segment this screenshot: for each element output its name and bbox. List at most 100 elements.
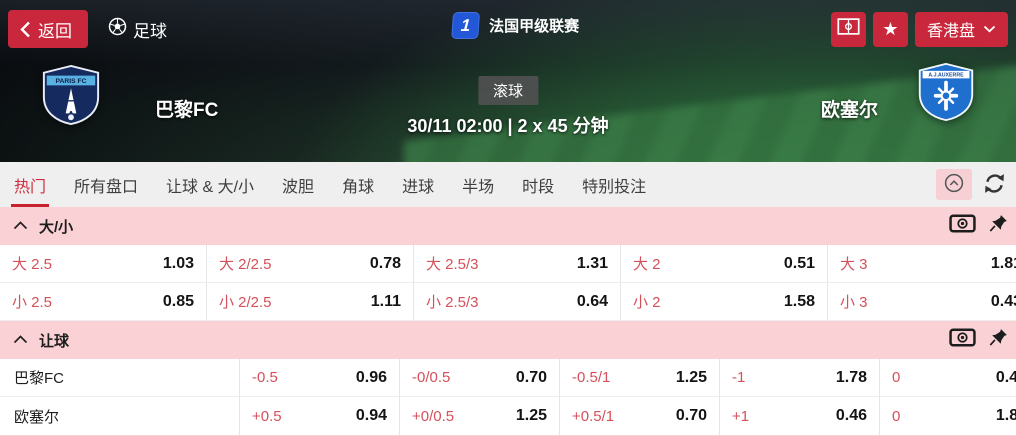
odds-value: 1.25 [515,407,547,424]
odds-value: 0.45 [995,368,1016,386]
odds-value: 1.25 [675,368,707,386]
chevron-left-icon [20,21,31,38]
odds-cell[interactable]: 大 2.5/3 1.31 [414,245,621,282]
team-label: 巴黎FC [0,359,240,396]
odds-cell[interactable]: +0/0.5 1.25 [400,397,560,435]
odds-cell[interactable]: 大 2.5 1.03 [0,245,207,282]
odds-label: +1 [732,407,750,425]
refresh-button[interactable] [983,172,1006,198]
tab-2[interactable]: 让球 & 大/小 [166,178,255,196]
odds-value: 0.70 [675,407,707,424]
star-icon: ★ [882,18,899,39]
odds-label: 0 [892,369,901,386]
league-header: 1 法国甲级联赛 [451,12,580,39]
section-over-under: 大/小 大 2.5 1.03 大 2/2.5 0.78 大 2.5/3 1 [0,207,1016,321]
odds-value: 0.94 [355,407,387,424]
chevron-down-icon [983,20,996,38]
section-title: 大/小 [39,218,74,236]
tab-4[interactable]: 角球 [342,178,375,196]
odds-cell[interactable]: +0.5 0.94 [240,397,400,435]
odds-cell[interactable]: -0/0.5 0.70 [400,359,560,396]
over-under-grid: 大 2.5 1.03 大 2/2.5 0.78 大 2.5/3 1.31 大 2 0.51 大 … [0,245,1016,321]
odds-cell[interactable]: -0.5/1 1.25 [560,359,720,396]
odds-cell[interactable]: 小 2.5 0.85 [0,283,207,320]
tab-5[interactable]: 进球 [402,178,435,196]
odds-value: 1.81 [990,254,1016,272]
odds-row: 小 2.5 0.85 小 2/2.5 1.11 小 2.5/3 0.64 小 2 1.58 小 … [0,283,1016,321]
odds-cell[interactable]: 00.45 [880,359,1016,396]
top-navigation-bar: 返回 [0,10,1016,48]
section-icons [949,207,1008,245]
odds-cell[interactable]: 小 2 1.58 [621,283,828,320]
back-label: 返回 [38,21,72,41]
odds-row: 欧塞尔 +0.5 0.94 +0/0.5 1.25 +0.5/1 0.70 +1 0.46 0 1.… [0,397,1016,435]
odds-cell[interactable]: 小 2.5/3 0.64 [414,283,621,320]
odds-row: 大 2.5 1.03 大 2/2.5 0.78 大 2.5/3 1.31 大 2 0.51 大 … [0,245,1016,283]
league-name: 法国甲级联赛 [489,18,580,35]
odds-cell[interactable]: 小 3 0.43 [828,283,1016,320]
market-tab-bar: 热门 所有盘口 让球 & 大/小 波胆 角球 进球 半场 时段 特别投注 [0,162,1016,207]
odds-cell[interactable]: -1 1.78 [720,359,880,396]
team-label: 欧塞尔 [0,397,240,435]
home-team-name: 巴黎FC [155,100,219,121]
odds-value: 1.81 [995,407,1016,424]
tab-1[interactable]: 所有盘口 [74,178,139,196]
odds-label: +0/0.5 [412,407,455,425]
odds-cell[interactable]: 大 3 1.81 [828,245,1016,282]
odds-label: -0.5/1 [572,369,611,386]
odds-cell[interactable]: +0.5/1 0.70 [560,397,720,435]
odds-cell[interactable]: 小 2/2.5 1.11 [207,283,414,320]
football-icon [108,17,127,41]
away-team-name: 欧塞尔 [820,100,878,121]
tab-0[interactable]: 热门 [0,162,60,207]
live-badge: 滚球 [477,76,538,105]
pushpin-icon[interactable] [989,214,1008,238]
sport-label: 足球 [133,21,167,41]
odds-label: -0.5 [252,369,278,386]
odds-value: 0.96 [355,368,387,386]
handicap-grid: 巴黎FC -0.5 0.96 -0/0.5 0.70 -0.5/1 1.25 -1 1.78 0 0… [0,359,1016,435]
chevron-up-icon [13,217,28,235]
ligue1-icon: 1 [451,12,481,39]
over-under-section-header[interactable]: 大/小 [0,207,1016,245]
odds-label: 大 2 [633,256,661,273]
back-button[interactable]: 返回 [8,10,88,48]
odds-label: +0.5/1 [572,407,615,425]
odds-cell[interactable]: 01.81 [880,397,1016,435]
odds-label: 大 3 [840,256,868,273]
pitch-stats-button[interactable] [830,11,866,47]
odds-cell[interactable]: -0.5 0.96 [240,359,400,396]
odds-cell[interactable]: +1 0.46 [720,397,880,435]
sport-selector[interactable]: 足球 [108,10,167,48]
odds-cell[interactable]: 大 2 0.51 [621,245,828,282]
odds-label: 小 2/2.5 [219,294,272,311]
refresh-icon [983,172,1006,198]
odds-value: 0.43 [990,292,1016,310]
odds-value: 0.78 [369,254,401,272]
svg-text:PARIS FC: PARIS FC [55,78,86,85]
match-status: 滚球 30/11 02:00 | 2 x 45 分钟 [407,76,609,138]
collapse-all-button[interactable] [936,169,972,200]
section-title: 让球 [39,332,70,350]
live-eye-icon[interactable] [949,328,976,352]
pitch-diagram-icon [837,18,860,40]
odds-market-select[interactable]: 香港盘 [914,11,1008,47]
tab-8[interactable]: 特别投注 [582,178,647,196]
odds-value: 1.58 [783,292,815,310]
handicap-section-header[interactable]: 让球 [0,321,1016,359]
odds-value: 1.11 [370,292,401,310]
favorite-star-button[interactable]: ★ [872,11,908,47]
tab-6[interactable]: 半场 [462,178,495,196]
pushpin-icon[interactable] [989,328,1008,352]
tab-3[interactable]: 波胆 [282,178,315,196]
top-actions: ★ 香港盘 [830,10,1008,48]
svg-text:A.J.AUXERRE: A.J.AUXERRE [928,73,964,79]
tab-7[interactable]: 时段 [522,178,555,196]
odds-cell[interactable]: 大 2/2.5 0.78 [207,245,414,282]
odds-label: 大 2/2.5 [219,256,272,273]
odds-label: 小 2.5/3 [426,294,479,311]
section-handicap: 让球 巴黎FC -0.5 0.96 -0/0.5 0.70 -0.5/1 1 [0,321,1016,435]
odds-label: 小 2 [633,294,661,311]
live-eye-icon[interactable] [949,214,976,238]
